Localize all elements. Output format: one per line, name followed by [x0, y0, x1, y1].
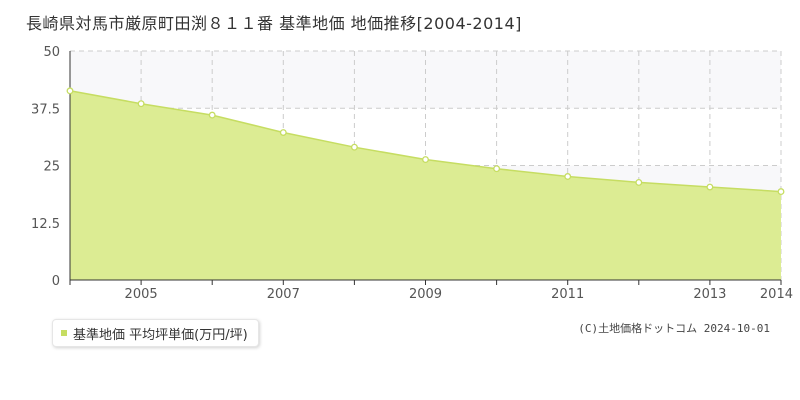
data-point — [422, 156, 429, 163]
data-point — [208, 111, 216, 119]
y-tick-labels: 0 12.5 25 37.5 50 — [31, 45, 60, 289]
x-tick-label: 2011 — [551, 287, 584, 302]
data-point — [350, 143, 358, 151]
data-point — [137, 100, 145, 108]
data-points — [66, 87, 785, 196]
area-series — [70, 90, 781, 280]
y-tick-label: 37.5 — [31, 102, 60, 117]
data-point — [493, 165, 501, 173]
x-tick-label: 2013 — [693, 287, 726, 302]
x-tick-label: 2009 — [409, 287, 442, 302]
data-point — [564, 173, 572, 180]
data-point — [777, 188, 785, 196]
legend-label: 基準地価 平均坪単価(万円/坪) — [73, 327, 248, 343]
y-tick-label: 25 — [43, 160, 60, 175]
y-tick-label: 50 — [43, 45, 60, 60]
chart-title: 長崎県対馬市厳原町田渕８１１番 基準地価 地価推移[2004-2014] — [26, 14, 522, 33]
data-point — [66, 87, 74, 95]
data-point — [706, 183, 714, 191]
x-tick-label: 2005 — [125, 287, 158, 302]
copyright-credit: (C)土地価格ドットコム 2024-10-01 — [578, 322, 770, 335]
x-tick-label: 2014 — [760, 287, 793, 302]
x-tick-label: 2007 — [267, 287, 300, 302]
x-tick-marks — [69, 280, 782, 285]
y-tick-label: 0 — [52, 274, 60, 289]
legend-marker — [61, 330, 67, 336]
legend[interactable]: 基準地価 平均坪単価(万円/坪) — [52, 319, 259, 347]
y-tick-label: 12.5 — [31, 217, 60, 232]
data-point — [635, 178, 643, 186]
x-tick-labels: 2005 2007 2009 2011 2013 2014 — [125, 287, 793, 302]
data-point — [279, 129, 287, 136]
